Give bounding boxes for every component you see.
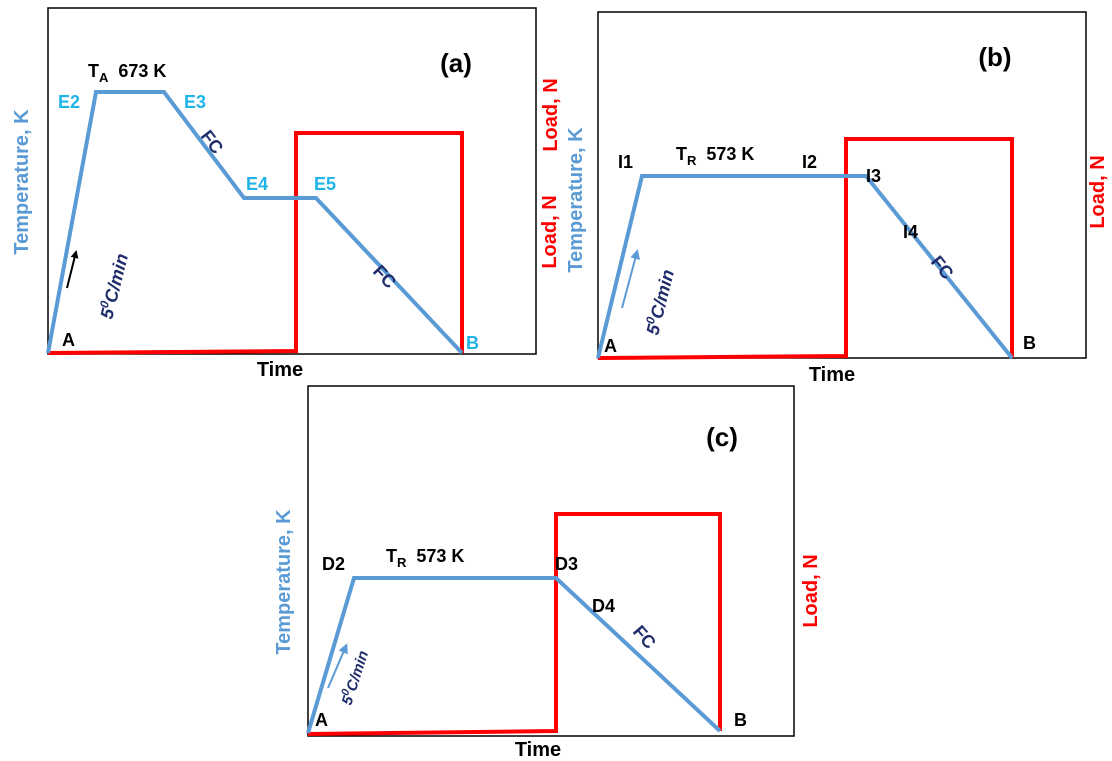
panel-c-hold-temperature: TR 573 K [386, 546, 464, 570]
panel-a-x-axis-time: Time [257, 359, 303, 381]
panel-c-x-axis-time: Time [515, 739, 561, 761]
panel-a-point-e5: E5 [314, 174, 336, 194]
panel-b-y-axis-load: Load, N [1087, 155, 1109, 228]
panel-c-point-d3: D3 [555, 554, 578, 574]
panel-b-title: (b) [978, 42, 1011, 72]
panel-a-point-e3: E3 [184, 92, 206, 112]
panel-c-point-d2: D2 [322, 554, 345, 574]
panel-a-frame [47, 7, 537, 355]
panel-a-heating-arrow [66, 250, 79, 289]
panel-c-frame [307, 385, 795, 737]
panel-a-point-b: B [466, 333, 479, 353]
panel-b-frame [597, 11, 1087, 359]
panel-b-y-axis-temperature: Temperature, K [565, 127, 587, 273]
panel-b-load-curve [597, 137, 1014, 360]
panel-a-load-curve [47, 131, 464, 355]
panel-b-heating-arrow [621, 249, 641, 309]
panel-a-y-axis-load: Load, N [539, 195, 561, 268]
panel-b-point-i1: I1 [618, 152, 633, 172]
panel-c-title: (c) [706, 422, 738, 452]
panel-b-point-i2: I2 [802, 152, 817, 172]
panel-c-temperature-curve [306, 576, 722, 734]
panel-b-hold-temperature: TR 573 K [676, 144, 754, 168]
panel-b-x-axis-time: Time [809, 364, 855, 386]
panel-a-temperature-curve [46, 90, 464, 355]
panel-a-hold-temperature: TA 673 K [88, 61, 166, 85]
panel-a-point-e2: E2 [58, 92, 80, 112]
panel-c-y-axis-temperature: Temperature, K [273, 509, 295, 655]
panel-c-heating-arrow [327, 643, 348, 689]
panel-c-load-curve [307, 512, 722, 736]
panel-a: (a) Temperature, K Load, N Time A E2 E3 … [11, 7, 561, 381]
panel-c-point-a: A [315, 710, 328, 730]
panel-a-point-a: A [62, 330, 75, 350]
panel-a-point-e4: E4 [246, 174, 268, 194]
panel-b-point-a: A [604, 336, 617, 356]
panel-c-point-b: B [734, 710, 747, 730]
panel-a-title: (a) [440, 48, 472, 78]
panel-c-y-axis-load: Load, N [800, 554, 822, 627]
panel-b-point-i3: I3 [866, 166, 881, 186]
panel-c: (c) Temperature, K Load, N Time A D2 D3 … [273, 385, 822, 761]
panel-b-point-b: B [1023, 333, 1036, 353]
panel-a-y-axis-temperature: Temperature, K [11, 109, 33, 255]
panel-b: (b) Temperature, K Load, N Load, N Time … [540, 11, 1109, 386]
panel-b-temperature-curve [596, 174, 1014, 360]
panel-b-point-i4: I4 [903, 222, 918, 242]
panel-c-point-d4: D4 [592, 596, 615, 616]
panel-b-y-axis-load-left: Load, N [540, 78, 562, 151]
